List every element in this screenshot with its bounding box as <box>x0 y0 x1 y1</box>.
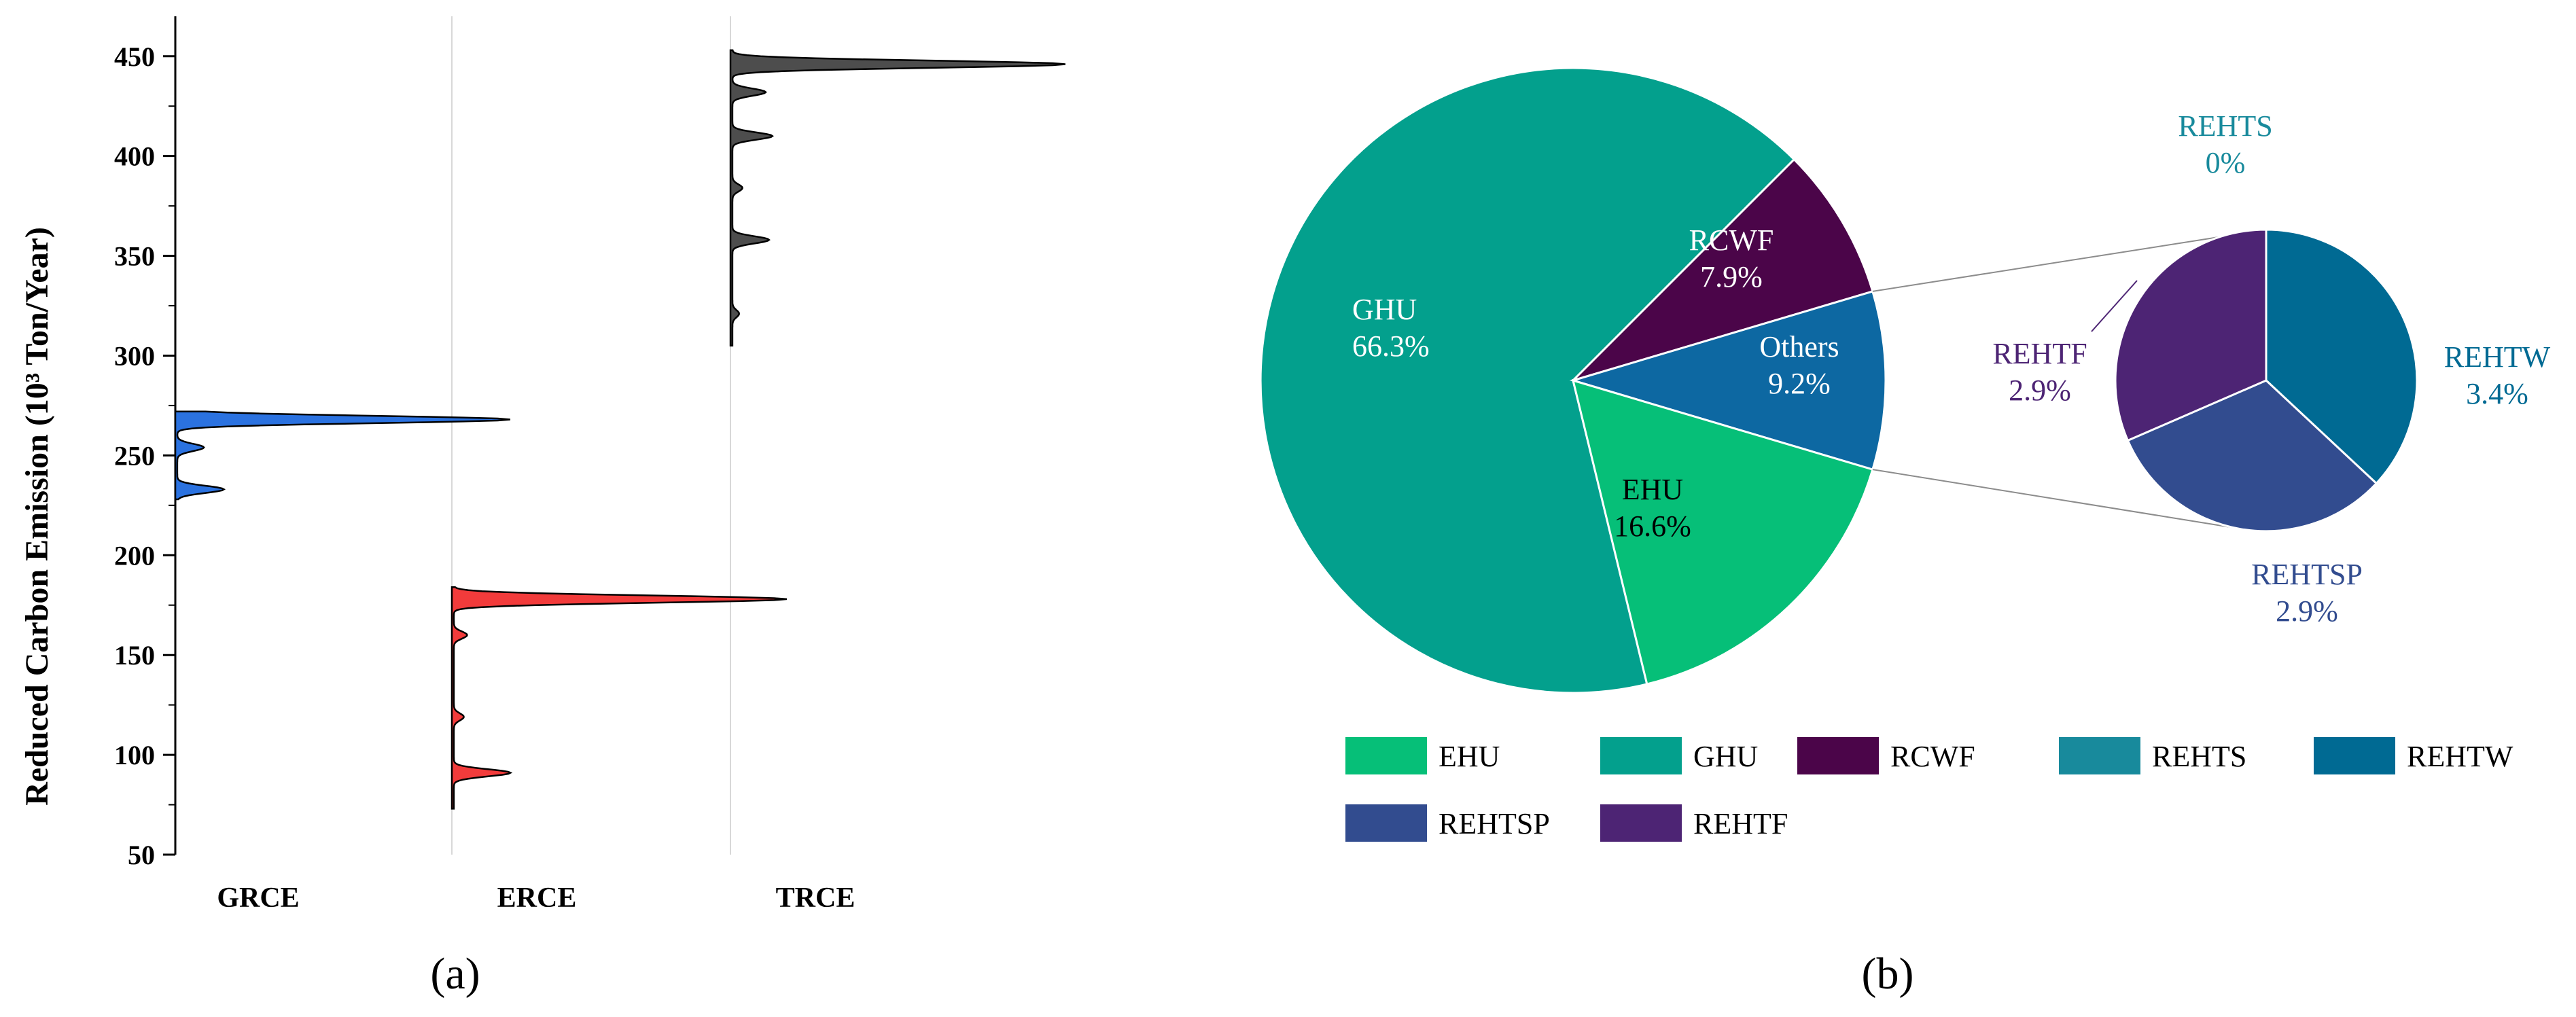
main-pie <box>1259 67 1887 694</box>
pie-slice-others <box>1569 290 1887 471</box>
sub-pie-value-rehts: 0% <box>2206 146 2246 179</box>
legend-label-ghu: GHU <box>1693 740 1758 773</box>
secondary-pie <box>2114 228 2418 533</box>
legend-label-ehu: EHU <box>1439 740 1500 773</box>
sub-pie-value-rehtsp: 2.9% <box>2276 594 2338 628</box>
pie-connector-lines <box>1872 229 2267 529</box>
legend-swatch-rehtf <box>1600 804 1682 842</box>
pie-value-others: 9.2% <box>1768 367 1831 400</box>
connector-line-top <box>1872 229 2267 292</box>
pie-of-pie-chart: GHU66.3%RCWF7.9%Others9.2%EHU16.6%REHTS0… <box>1259 67 2551 999</box>
sub-pie-label-rehts: REHTS <box>2178 109 2272 143</box>
legend-swatch-rehtw <box>2314 737 2395 774</box>
legend-label-rehtsp: REHTSP <box>1439 807 1550 840</box>
y-tick-label: 350 <box>114 241 155 272</box>
legend-label-rcwf: RCWF <box>1890 740 1975 773</box>
y-tick-label: 50 <box>128 840 155 870</box>
pie-value-rcwf: 7.9% <box>1700 260 1763 293</box>
violin-grce <box>174 410 511 501</box>
category-label-trce: TRCE <box>776 882 855 914</box>
legend-swatch-ghu <box>1600 737 1682 774</box>
legend-swatch-rcwf <box>1797 737 1879 774</box>
y-tick-label: 150 <box>114 640 155 671</box>
sub-pie-label-rehtw: REHTW <box>2444 340 2551 374</box>
leader-line-rehtf <box>2091 280 2138 332</box>
sub-pie-slice-rehtsp <box>2126 379 2378 533</box>
sub-pie-value-rehtf: 2.9% <box>2009 374 2071 407</box>
y-tick-label: 400 <box>114 141 155 172</box>
pie-slice-ehu <box>1571 378 1874 685</box>
legend-label-rehts: REHTS <box>2152 740 2246 773</box>
legend-swatch-rehtsp <box>1345 804 1427 842</box>
category-label-grce: GRCE <box>217 882 299 914</box>
category-labels: GRCE ERCE TRCE <box>217 882 855 914</box>
pie-label-ghu: GHU <box>1352 293 1417 326</box>
violin-trce <box>729 49 1066 347</box>
y-tick-label: 300 <box>114 340 155 371</box>
connector-line-bottom <box>1872 469 2240 529</box>
sub-pie-value-rehtw: 3.4% <box>2466 377 2528 410</box>
pie-label-ehu: EHU <box>1622 473 1683 506</box>
y-tick-label: 200 <box>114 540 155 571</box>
legend-label-rehtw: REHTW <box>2407 740 2513 773</box>
pie-value-ghu: 66.3% <box>1352 329 1430 363</box>
sub-pie-slice-rehtw <box>2265 228 2418 485</box>
sub-pie-label-rehtf: REHTF <box>1992 337 2087 370</box>
panel-label-b: (b) <box>1862 949 1914 999</box>
legend-swatch-rehts <box>2059 737 2140 774</box>
legend-swatch-ehu <box>1345 737 1427 774</box>
y-tick-label: 250 <box>114 440 155 471</box>
y-tick-label: 100 <box>114 740 155 770</box>
y-tick-label: 450 <box>114 41 155 72</box>
panel-label-a: (a) <box>430 949 480 999</box>
y-axis-title: Reduced Carbon Emission (10³ Ton/Year) <box>19 227 55 806</box>
pie-label-rcwf: RCWF <box>1689 224 1774 257</box>
violin-erce <box>451 586 788 810</box>
pie-label-others: Others <box>1759 330 1839 363</box>
pie-slice-ghu <box>1259 67 1796 694</box>
pie-slice-rcwf <box>1572 158 1874 382</box>
sub-pie-slice-rehtf <box>2114 228 2268 442</box>
violin-bodies <box>174 49 1066 810</box>
category-label-erce: ERCE <box>497 882 577 914</box>
pie-value-ehu: 16.6% <box>1614 510 1691 543</box>
category-separators <box>451 16 731 855</box>
y-axis: 50 100 150 200 250 300 350 400 450 <box>114 16 177 870</box>
legend: EHU GHU RCWF REHTS REHTW REHTSP REHTF <box>1345 737 2513 842</box>
legend-label-rehtf: REHTF <box>1693 807 1788 840</box>
sub-pie-label-rehtsp: REHTSP <box>2251 558 2363 591</box>
